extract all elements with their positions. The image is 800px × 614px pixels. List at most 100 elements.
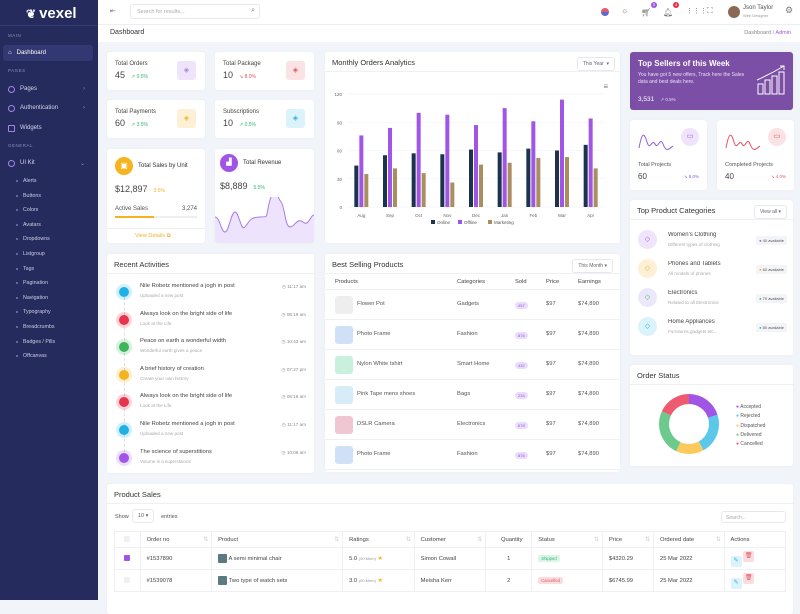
sidebar-item-widgets[interactable]: Widgets (3, 120, 93, 136)
bar-chart-icon: ▟ (220, 154, 238, 172)
sidebar-subitem[interactable]: Breadcrumbs (16, 321, 55, 333)
flag-icon[interactable] (601, 8, 609, 16)
category-item[interactable]: ◇ Electronics Related to all Electronics… (630, 286, 793, 310)
user-name[interactable]: Json Taylor (743, 5, 774, 11)
availability-badge: ● 70 available (756, 294, 787, 303)
availability-badge: ● 80 available (756, 323, 787, 332)
avatar[interactable] (728, 6, 740, 18)
sidebar-subitem[interactable]: Offcanvas (16, 350, 47, 362)
activity-item[interactable]: Nile Robetz mentioned a jogh in post Upl… (107, 283, 314, 307)
sidebar-subitem[interactable]: Badges / Pills (16, 336, 55, 348)
sidebar-subitem[interactable]: Alerts (16, 175, 37, 187)
donut-segment-rejected[interactable] (698, 414, 719, 451)
table-row[interactable]: Photo Frame Fashion 876 $97 $74,890 (325, 320, 620, 350)
bell-icon[interactable]: 🔔︎ (663, 8, 672, 17)
delete-button[interactable]: 🗑︎ (743, 572, 755, 584)
apps-grid-icon[interactable]: ⋮⋮⋮ (686, 8, 707, 15)
table-search-input[interactable]: Search... (721, 511, 786, 523)
sold-badge: 432 (515, 362, 528, 369)
breadcrumb-admin[interactable]: Admin (775, 30, 791, 36)
chart-period-select[interactable]: This Year ▾ (576, 57, 615, 71)
sidebar-subitem[interactable]: Typography (16, 306, 51, 318)
user-role: Web Designer (743, 13, 769, 18)
best-selling-period-select[interactable]: This Month ▾ (572, 259, 613, 273)
category-item[interactable]: ◇ Phones and Tablets All models of phone… (630, 257, 793, 281)
activity-item[interactable]: The science of superstitions Volume is a… (107, 449, 314, 473)
categories-view-select[interactable]: View all ▾ (753, 205, 787, 219)
bar-online-nov (440, 154, 445, 207)
settings-gear-icon[interactable]: ⚙ (785, 5, 794, 15)
sidebar-subitem[interactable]: Listgroup (16, 248, 45, 260)
category-item[interactable]: ◇ Women's Clothing Different types of cl… (630, 228, 793, 252)
row-checkbox[interactable] (124, 554, 131, 561)
logo[interactable]: ❦ vexel (26, 5, 77, 22)
sidebar-subitem[interactable]: Dropdowns (16, 233, 50, 245)
bar-marketing-nov (450, 182, 455, 207)
collapse-sidebar-icon[interactable]: ⇤ (110, 8, 116, 15)
activity-item[interactable]: A brief history of creation Create your … (107, 366, 314, 390)
total-revenue-card: ▟ Total Revenue $8,889 5.5% (215, 149, 314, 243)
fullscreen-icon[interactable]: ⛶ (707, 6, 713, 15)
column-header: Categories (457, 279, 486, 285)
sidebar-subitem[interactable]: Tags (16, 263, 34, 275)
edit-button[interactable]: ✎ (730, 577, 742, 589)
edit-button[interactable]: ✎ (730, 555, 742, 567)
cart-badge: 5 (651, 2, 657, 8)
select-all-checkbox[interactable] (124, 535, 131, 542)
table-row[interactable]: #1537890 A semi minimal chair 5.0 (90 Me… (114, 547, 787, 570)
sidebar-item-dashboard[interactable]: ⌂ Dashboard (3, 45, 93, 61)
delete-button[interactable]: 🗑︎ (743, 550, 755, 562)
chart-menu-icon[interactable]: ≡ (603, 82, 608, 91)
column-header[interactable]: Price ⇅ (601, 531, 654, 548)
section-label: GENERAL (8, 143, 34, 148)
table-row[interactable]: Photo Frame Fashion 876 $97 $74,890 (325, 440, 620, 470)
sidebar-subitem[interactable]: Pagination (16, 277, 48, 289)
sidebar-subitem[interactable]: Colors (16, 204, 38, 216)
search-input[interactable]: Search for results... ⌕ (130, 4, 260, 19)
column-header[interactable]: Actions (723, 531, 787, 548)
activity-item[interactable]: Peace on earth a wonderful width Wonderf… (107, 338, 314, 362)
column-header[interactable]: Customer ⇅ (413, 531, 487, 548)
category-item[interactable]: ◇ Home Appliances Furnitures,gadgets etc… (630, 315, 793, 339)
activity-item[interactable]: Always look on the bright side of life L… (107, 393, 314, 417)
table-row[interactable]: Pink Tape mens shoes Bags 234 $97 $74,89… (325, 380, 620, 410)
column-header[interactable]: Order no ⇅ (139, 531, 213, 548)
donut-segment-delivered[interactable] (659, 411, 681, 452)
category-icon: ◇ (638, 317, 657, 336)
legend-item: ● Cancelled (736, 441, 763, 448)
sidebar-subitem[interactable]: Avatars (16, 219, 41, 231)
view-details-link[interactable]: View Details ⧉ (135, 233, 171, 239)
column-header[interactable]: Quantity (485, 531, 533, 548)
category-icon: ◇ (638, 230, 657, 249)
donut-segment-accepted[interactable] (689, 394, 718, 418)
bar-online-dec (469, 149, 473, 207)
activity-item[interactable]: Always look on the bright side of life L… (107, 311, 314, 335)
logo-icon: ❦ (26, 6, 37, 21)
table-row[interactable]: #1539078 Two type of watch sets 3.0 (50 … (114, 569, 787, 592)
table-row[interactable]: Flower Pot Gadgets 457 $97 $74,890 (325, 290, 620, 320)
column-header: Products (335, 279, 358, 285)
entries-select[interactable]: 10 ▾ (132, 509, 155, 523)
section-label: MAIN (8, 33, 22, 38)
column-header[interactable]: Product ⇅ (211, 531, 344, 548)
stat-icon: ◈ (286, 61, 305, 80)
column-header[interactable]: Status ⇅ (531, 531, 603, 548)
table-row[interactable]: Nylon White tshirt Smart Home 432 $97 $7… (325, 350, 620, 380)
sidebar-item-ui-kit[interactable]: UI Kit ⌄ (3, 155, 93, 171)
legend-item: ● Accepted (736, 404, 762, 410)
activity-item[interactable]: Nile Robetz mentioned a jogh in post Upl… (107, 421, 314, 445)
donut-segment-cancelled[interactable] (661, 394, 689, 416)
breadcrumb-dashboard[interactable]: Dashboard (744, 30, 772, 36)
sidebar-subitem[interactable]: Navigation (16, 292, 48, 304)
sidebar-item-pages[interactable]: Pages › (3, 81, 93, 97)
column-header[interactable]: Ratings ⇅ (342, 531, 415, 548)
sidebar-subitem[interactable]: Buttons (16, 190, 41, 202)
row-checkbox[interactable] (124, 576, 131, 583)
table-row[interactable]: DSLR Camera Electronics 678 $97 $74,890 (325, 410, 620, 440)
sun-icon[interactable]: ☼ (621, 6, 629, 15)
product-thumbnail (218, 554, 228, 563)
column-header[interactable]: Ordered date ⇅ (652, 531, 725, 548)
donut-segment-dispatched[interactable] (676, 441, 704, 454)
sidebar-item-authentication[interactable]: Authentication › (3, 100, 93, 116)
cart-icon[interactable]: 🛒︎ (641, 8, 650, 17)
